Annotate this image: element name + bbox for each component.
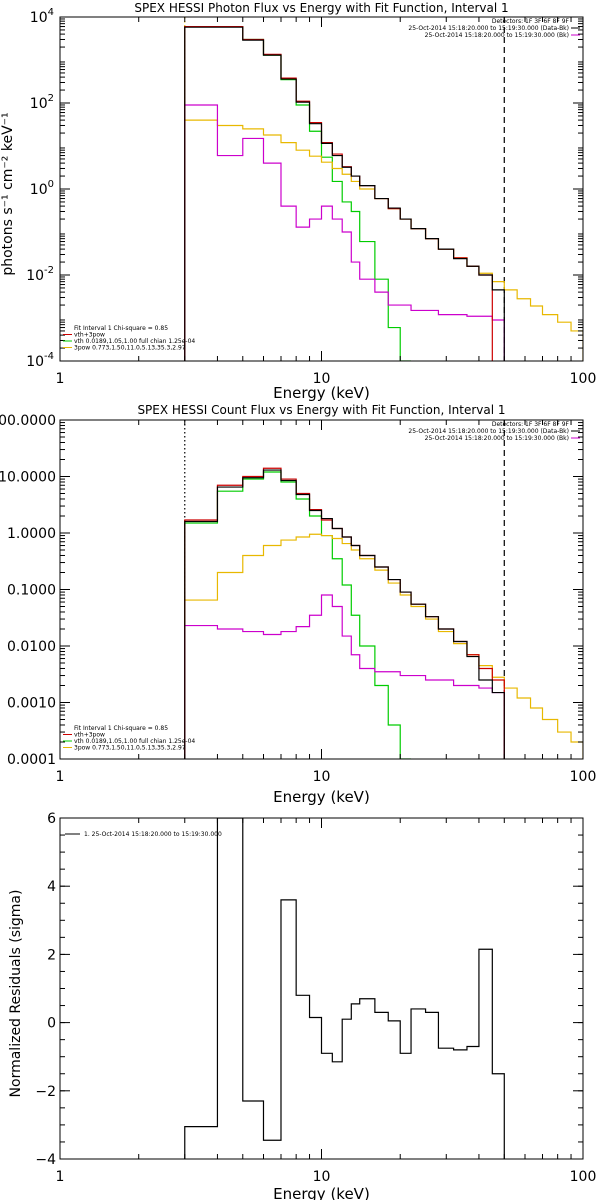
y-tick-label: −2: [35, 1084, 56, 1100]
x-axis-label: Energy (keV): [273, 384, 370, 402]
y-tick-label: 0: [47, 1016, 56, 1032]
legend-entry: 25-Oct-2014 15:18:20.000 to 15:19:30.000…: [425, 435, 569, 442]
y-tick-label: 100: [30, 179, 54, 198]
y-tick-label: 4: [47, 879, 56, 895]
legend-entry: vth 0.0189,1.05,1.00 full chian 1.25e-04: [74, 338, 195, 345]
series-group: [184, 818, 505, 1159]
x-tick-label: 100: [570, 769, 597, 785]
x-axis-label: Energy (keV): [273, 788, 370, 806]
series-group: [184, 25, 583, 361]
series-line-3: [184, 104, 505, 361]
legend-entry: 25-Oct-2014 15:18:20.000 to 15:19:30.000…: [408, 25, 569, 32]
y-tick-label: 10-4: [26, 351, 54, 370]
x-tick-label: 1: [56, 371, 65, 387]
legend-entry: 3pow 0.773,1.50,11.0,5.13,35.3,2.97: [74, 345, 186, 352]
y-tick-label: 104: [30, 7, 54, 26]
y-tick-label: 0.1000: [7, 583, 56, 599]
legend-entry: vth+3pow: [74, 332, 105, 339]
legend-entry: vth 0.0189,1.05,1.00 full chian 1.25e-04: [74, 738, 195, 745]
series-line-1: [184, 818, 505, 1159]
series-line-5: [184, 469, 505, 759]
y-axis-label: Normalized Residuals (sigma): [8, 890, 24, 1098]
series-line-5: [184, 26, 505, 361]
legend-entry: 1. 25-Oct-2014 15:18:20.000 to 15:19:30.…: [84, 831, 222, 838]
y-tick-label: −4: [35, 1152, 56, 1168]
x-tick-label: 10: [313, 769, 331, 785]
y-axis-label: photons s⁻¹ cm⁻² keV⁻¹: [0, 112, 16, 275]
y-tick-label: 0.0010: [7, 696, 56, 712]
chart-title: SPEX HESSI Count Flux vs Energy with Fit…: [137, 403, 505, 417]
legend-entry: vth+3pow: [74, 732, 105, 739]
x-tick-label: 10: [313, 371, 331, 387]
x-tick-label: 1: [56, 1169, 65, 1185]
y-tick-label: 10.0000: [0, 470, 56, 486]
legend-entry: Detectors: 1F 3F 6F 8F 9F: [492, 421, 570, 428]
legend-entry: 25-Oct-2014 15:18:20.000 to 15:19:30.000…: [408, 428, 569, 435]
chart-title: SPEX HESSI Photon Flux vs Energy with Fi…: [134, 1, 508, 15]
y-tick-label: 10-2: [26, 265, 54, 284]
x-tick-label: 100: [570, 1169, 597, 1185]
chart-panel-3: 1 10 100 −4 −2 0 2 4 6 Energy (keV) Normalized Res…: [8, 811, 597, 1203]
legend-entry: Fit Interval 1 Chi-square = 0.85: [74, 325, 168, 332]
y-tick-label: 0.0001: [7, 752, 56, 768]
series-line-3: [184, 594, 505, 759]
y-tick-label: 2: [47, 947, 56, 963]
x-tick-label: 100: [570, 371, 597, 387]
y-tick-label: 100.0000: [0, 413, 56, 429]
y-tick-label: 0.0100: [7, 639, 56, 655]
legend-entry: 25-Oct-2014 15:18:20.000 to 15:19:30.000…: [425, 32, 569, 39]
legend-entry: Detectors: 1F 3F 6F 8F 9F: [492, 18, 570, 25]
x-tick-label: 1: [56, 769, 65, 785]
legend-entry: Fit Interval 1 Chi-square = 0.85: [74, 725, 168, 732]
y-tick-label: 102: [30, 93, 54, 112]
legend-entry: 3pow 0.773,1.50,11.0,5.13,35.3,2.97: [74, 745, 186, 752]
chart-panel-1: SPEX HESSI Photon Flux vs Energy with Fi…: [0, 1, 596, 402]
chart-panel-2: SPEX HESSI Count Flux vs Energy with Fit…: [0, 403, 596, 806]
y-tick-label: 6: [47, 811, 56, 827]
y-tick-label: 1.0000: [7, 526, 56, 542]
x-tick-label: 10: [313, 1169, 331, 1185]
x-axis-label: Energy (keV): [273, 1185, 370, 1200]
series-group: [184, 467, 583, 759]
